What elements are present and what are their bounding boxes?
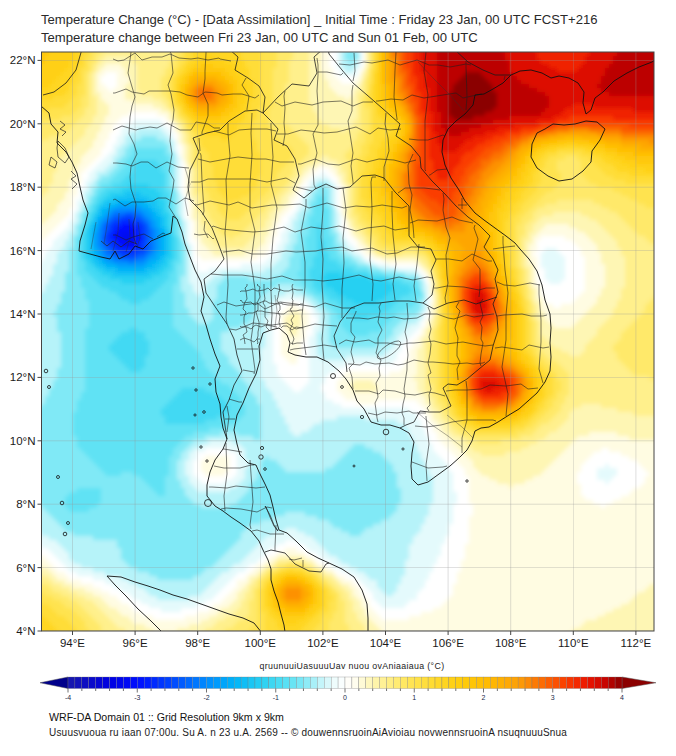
svg-text:94°E: 94°E (60, 637, 85, 649)
svg-text:102°E: 102°E (307, 637, 339, 649)
svg-text:3: 3 (551, 694, 555, 701)
svg-text:1: 1 (412, 694, 416, 701)
svg-text:22°N: 22°N (10, 54, 36, 66)
svg-text:-1: -1 (273, 694, 279, 701)
svg-text:8°N: 8°N (16, 498, 35, 510)
svg-text:-4: -4 (65, 694, 71, 701)
svg-text:-3: -3 (134, 694, 140, 701)
svg-text:96°E: 96°E (123, 637, 148, 649)
svg-text:18°N: 18°N (10, 181, 36, 193)
svg-text:16°N: 16°N (10, 245, 36, 257)
svg-text:112°E: 112°E (621, 637, 652, 649)
svg-text:4: 4 (620, 694, 624, 701)
svg-text:106°E: 106°E (432, 637, 464, 649)
svg-text:WRF-DA Domain 01 :: Grid Resol: WRF-DA Domain 01 :: Grid Resolution 9km … (49, 711, 284, 723)
svg-text:0: 0 (343, 694, 347, 701)
svg-text:104°E: 104°E (370, 637, 402, 649)
svg-text:4°N: 4°N (16, 625, 35, 637)
svg-text:12°N: 12°N (10, 371, 36, 383)
svg-text:-2: -2 (203, 694, 209, 701)
svg-text:108°E: 108°E (495, 637, 527, 649)
svg-text:98°E: 98°E (185, 637, 210, 649)
svg-text:qruunuuiUasuuuUav nuou ovAniaa: qruunuuiUasuuuUav nuou ovAniaaiaua (°C) (260, 661, 445, 671)
svg-text:2: 2 (482, 694, 486, 701)
svg-text:20°N: 20°N (10, 118, 36, 130)
svg-text:Temperature change between Fri: Temperature change between Fri 23 Jan, 0… (41, 30, 478, 45)
svg-text:Temperature Change (°C) - [Dat: Temperature Change (°C) - [Data Assimila… (41, 12, 597, 27)
svg-text:Usuusvuoua ru iaan 07:00u. Su: Usuusvuoua ru iaan 07:00u. Su A. n 23 u.… (49, 727, 567, 738)
svg-text:10°N: 10°N (10, 435, 36, 447)
svg-text:110°E: 110°E (558, 637, 589, 649)
svg-text:100°E: 100°E (245, 637, 277, 649)
svg-text:14°N: 14°N (10, 308, 36, 320)
svg-text:6°N: 6°N (16, 562, 35, 574)
